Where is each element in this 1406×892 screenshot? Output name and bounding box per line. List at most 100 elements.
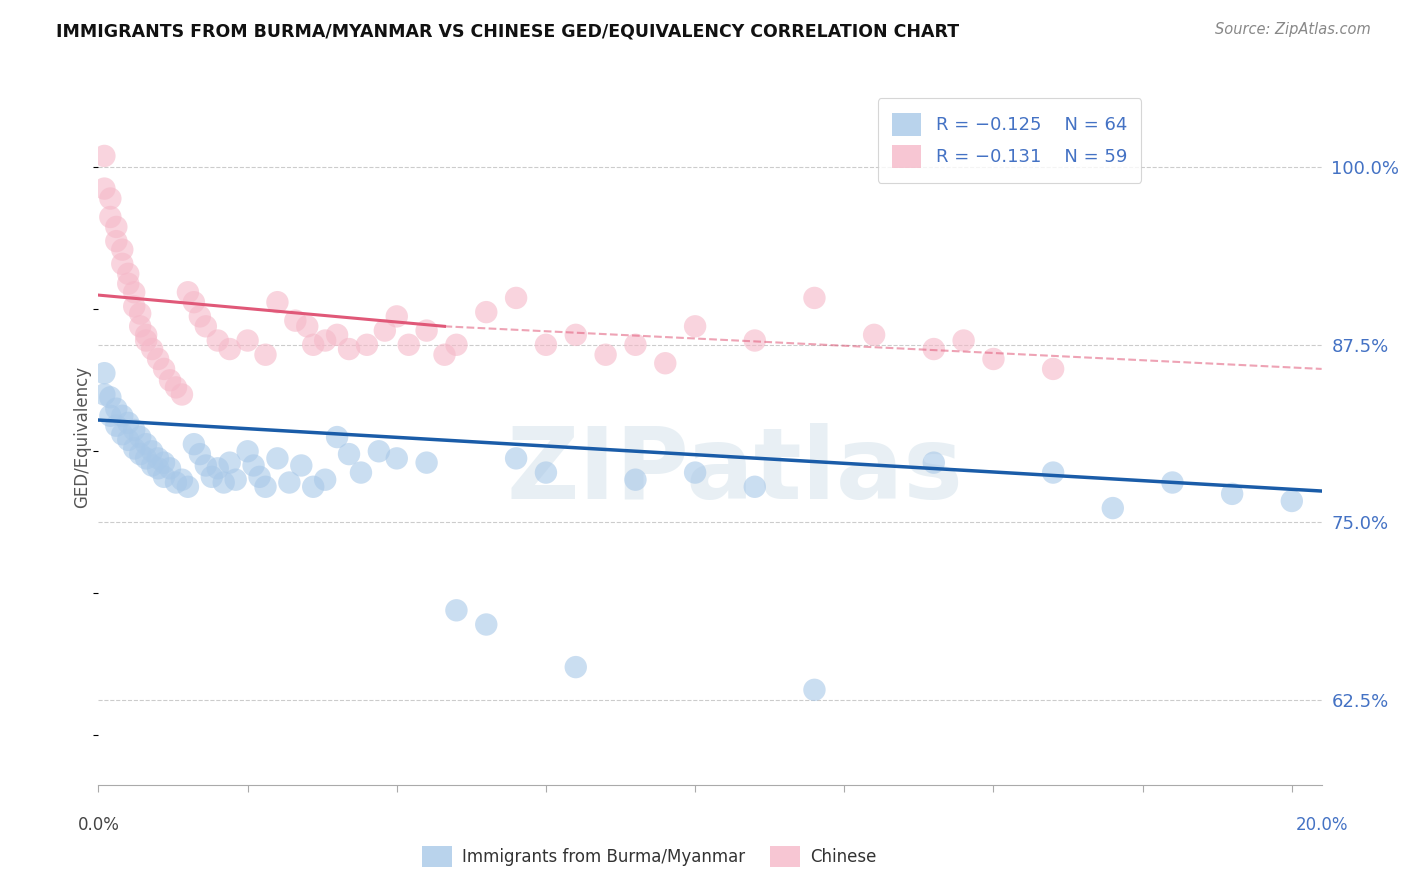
Point	[385, 310, 408, 324]
Legend: Immigrants from Burma/Myanmar, Chinese: Immigrants from Burma/Myanmar, Chinese	[415, 839, 883, 874]
Point	[146, 351, 169, 366]
Point	[188, 447, 211, 461]
Point	[290, 458, 312, 473]
Point	[141, 444, 163, 458]
Point	[146, 461, 169, 475]
Point	[105, 418, 128, 433]
Point	[337, 447, 360, 461]
Point	[153, 470, 176, 484]
Point	[93, 366, 115, 380]
Point	[1101, 501, 1123, 516]
Point	[177, 285, 200, 300]
Point	[415, 324, 437, 338]
Point	[624, 473, 647, 487]
Text: Source: ZipAtlas.com: Source: ZipAtlas.com	[1215, 22, 1371, 37]
Point	[374, 324, 396, 338]
Point	[117, 277, 139, 291]
Point	[385, 451, 408, 466]
Point	[922, 342, 945, 356]
Point	[159, 461, 181, 475]
Point	[1281, 494, 1303, 508]
Point	[122, 285, 145, 300]
Point	[863, 327, 886, 342]
Point	[952, 334, 974, 348]
Point	[153, 362, 176, 376]
Point	[135, 437, 157, 451]
Point	[1042, 362, 1064, 376]
Point	[122, 423, 145, 437]
Point	[475, 305, 498, 319]
Point	[534, 338, 557, 352]
Point	[146, 451, 169, 466]
Point	[534, 466, 557, 480]
Point	[122, 300, 145, 314]
Point	[93, 181, 115, 195]
Point	[159, 373, 181, 387]
Point	[111, 409, 134, 423]
Point	[135, 334, 157, 348]
Point	[117, 433, 139, 447]
Point	[218, 456, 240, 470]
Point	[326, 430, 349, 444]
Point	[367, 444, 389, 458]
Point	[249, 470, 271, 484]
Point	[98, 409, 121, 423]
Point	[105, 219, 128, 234]
Point	[302, 338, 325, 352]
Point	[505, 451, 527, 466]
Point	[326, 327, 349, 342]
Point	[242, 458, 264, 473]
Text: 0.0%: 0.0%	[77, 816, 120, 834]
Point	[218, 342, 240, 356]
Point	[683, 466, 706, 480]
Point	[266, 451, 288, 466]
Point	[446, 338, 468, 352]
Point	[135, 451, 157, 466]
Point	[284, 313, 307, 327]
Point	[266, 295, 288, 310]
Point	[111, 427, 134, 442]
Point	[153, 456, 176, 470]
Point	[1220, 487, 1243, 501]
Point	[595, 348, 617, 362]
Point	[225, 473, 247, 487]
Point	[93, 149, 115, 163]
Text: IMMIGRANTS FROM BURMA/MYANMAR VS CHINESE GED/EQUIVALENCY CORRELATION CHART: IMMIGRANTS FROM BURMA/MYANMAR VS CHINESE…	[56, 22, 959, 40]
Point	[236, 334, 259, 348]
Point	[129, 307, 152, 321]
Point	[350, 466, 373, 480]
Text: ZIPatlas: ZIPatlas	[506, 424, 963, 520]
Point	[194, 458, 217, 473]
Point	[1161, 475, 1184, 490]
Point	[207, 334, 229, 348]
Point	[188, 310, 211, 324]
Point	[170, 387, 193, 401]
Point	[183, 295, 205, 310]
Point	[135, 327, 157, 342]
Point	[314, 473, 336, 487]
Point	[415, 456, 437, 470]
Point	[98, 210, 121, 224]
Point	[129, 447, 152, 461]
Point	[207, 461, 229, 475]
Point	[983, 351, 1005, 366]
Point	[170, 473, 193, 487]
Point	[565, 660, 588, 674]
Point	[111, 243, 134, 257]
Point	[624, 338, 647, 352]
Point	[105, 401, 128, 416]
Point	[117, 416, 139, 430]
Point	[475, 617, 498, 632]
Point	[744, 480, 766, 494]
Point	[803, 682, 825, 697]
Point	[314, 334, 336, 348]
Point	[141, 342, 163, 356]
Text: 20.0%: 20.0%	[1295, 816, 1348, 834]
Point	[803, 291, 825, 305]
Point	[254, 480, 277, 494]
Point	[398, 338, 420, 352]
Point	[201, 470, 224, 484]
Point	[236, 444, 259, 458]
Point	[744, 334, 766, 348]
Point	[183, 437, 205, 451]
